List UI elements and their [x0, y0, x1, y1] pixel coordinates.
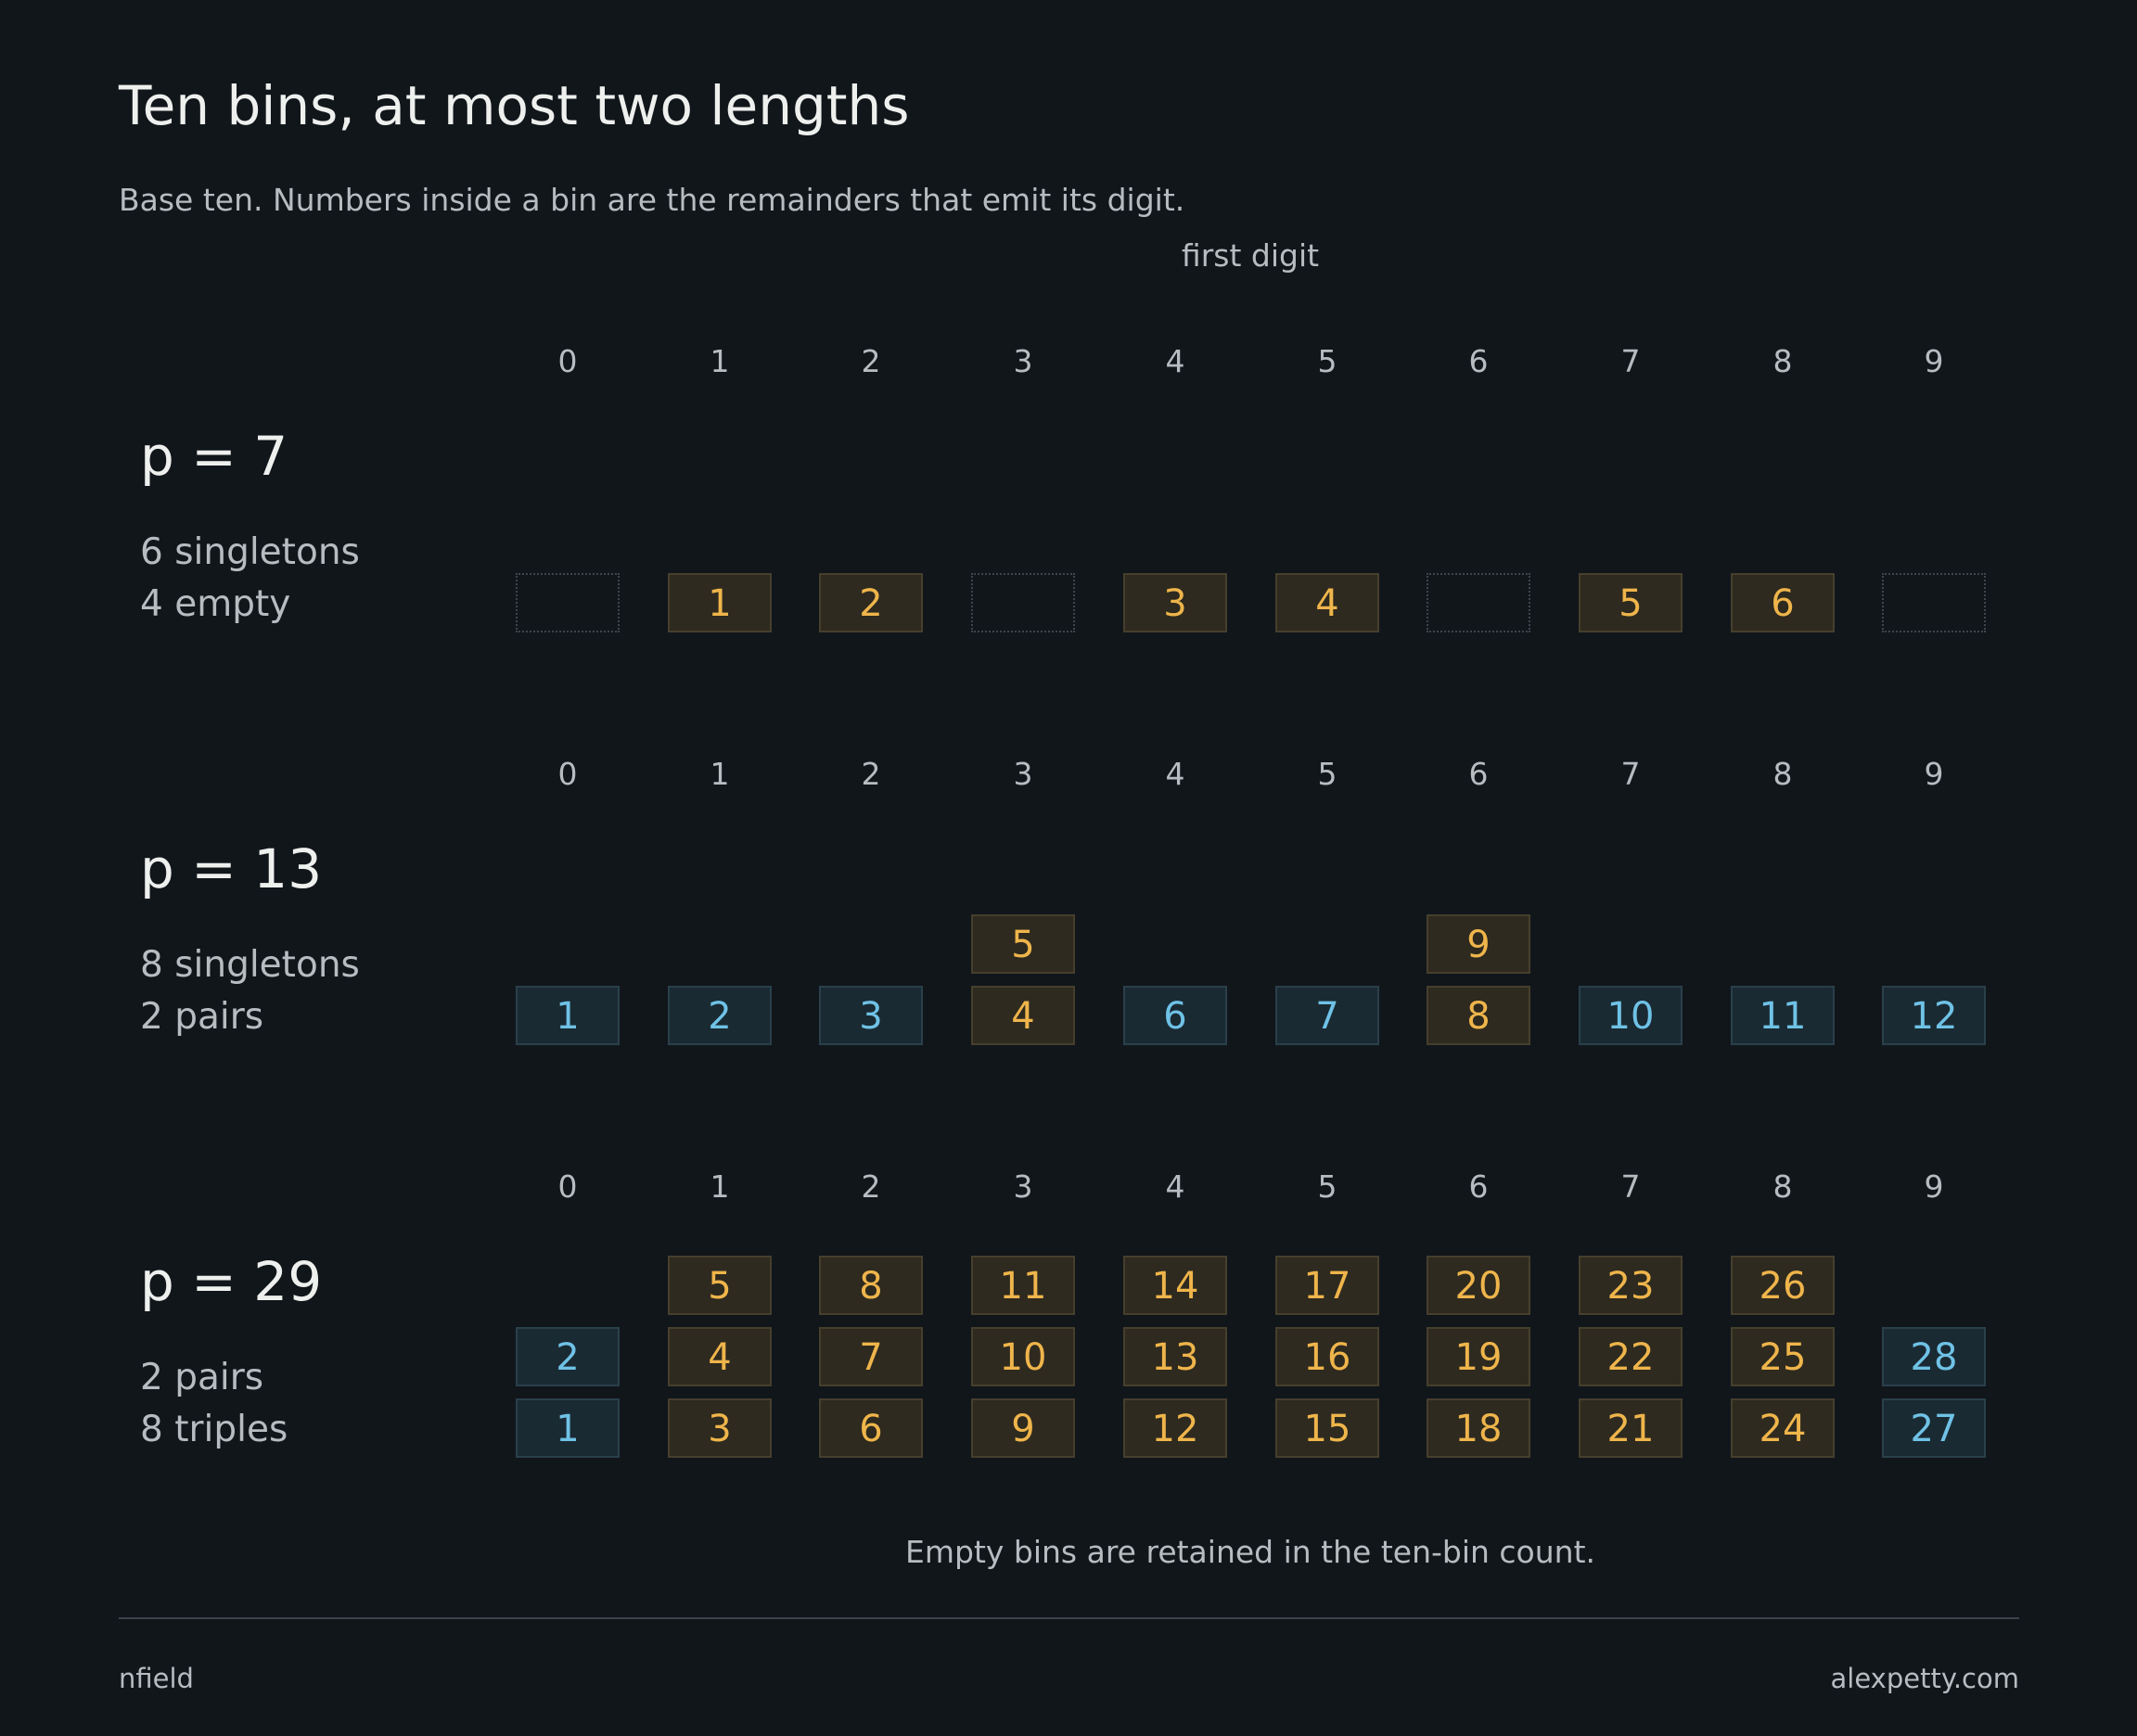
footnote: Empty bins are retained in the ten-bin c…	[905, 1534, 1595, 1570]
p-label: p = 29	[140, 1250, 323, 1313]
digit-label: 4	[1165, 1168, 1185, 1205]
bin-remainder: 12	[1882, 986, 1986, 1045]
digit-label: 1	[710, 756, 730, 792]
stat-line: 8 singletons	[140, 944, 360, 986]
bin-remainder: 2	[819, 573, 923, 632]
bin-remainder: 6	[1123, 986, 1227, 1045]
bin-remainder: 16	[1275, 1327, 1379, 1386]
bin-remainder: 3	[1123, 573, 1227, 632]
bin-remainder: 20	[1427, 1256, 1530, 1315]
digit-label: 5	[1317, 343, 1337, 379]
bin-remainder: 21	[1579, 1398, 1683, 1458]
bin-remainder: 28	[1882, 1327, 1986, 1386]
bin-remainder: 5	[668, 1256, 772, 1315]
digit-label: 3	[1013, 1168, 1033, 1205]
digit-label: 1	[710, 343, 730, 379]
stat-line: 4 empty	[140, 583, 291, 625]
digit-label: 3	[1013, 343, 1033, 379]
footer-left-label: nfield	[119, 1663, 194, 1694]
bin-remainder: 13	[1123, 1327, 1227, 1386]
bin-remainder: 22	[1579, 1327, 1683, 1386]
bin-remainder: 14	[1123, 1256, 1227, 1315]
bin-remainder: 27	[1882, 1398, 1986, 1458]
digit-label: 4	[1165, 756, 1185, 792]
bin-remainder: 4	[1275, 573, 1379, 632]
subtitle: Base ten. Numbers inside a bin are the r…	[119, 182, 1185, 218]
bin-remainder: 17	[1275, 1256, 1379, 1315]
digit-label: 9	[1924, 1168, 1944, 1205]
digit-label: 9	[1924, 343, 1944, 379]
digit-label: 2	[861, 343, 881, 379]
digit-label: 1	[710, 1168, 730, 1205]
bin-remainder: 11	[971, 1256, 1075, 1315]
bin-remainder: 18	[1427, 1398, 1530, 1458]
bin-remainder: 19	[1427, 1327, 1530, 1386]
footer-site-label: alexpetty.com	[1830, 1663, 2020, 1694]
bin-remainder: 26	[1731, 1256, 1835, 1315]
footer-divider	[119, 1617, 2019, 1619]
bin-remainder: 5	[1579, 573, 1683, 632]
digit-label: 5	[1317, 756, 1337, 792]
bin-remainder: 9	[971, 1398, 1075, 1458]
digit-label: 6	[1468, 756, 1489, 792]
bin-remainder: 9	[1427, 914, 1530, 974]
stat-line: 2 pairs	[140, 1357, 264, 1398]
p-label: p = 7	[140, 425, 288, 488]
digit-label: 6	[1468, 343, 1489, 379]
bin-remainder: 10	[1579, 986, 1683, 1045]
digit-label: 2	[861, 756, 881, 792]
digit-label: 7	[1620, 343, 1641, 379]
bin-remainder: 5	[971, 914, 1075, 974]
digit-label: 8	[1772, 756, 1793, 792]
digit-label: 9	[1924, 756, 1944, 792]
digit-label: 0	[557, 756, 578, 792]
digit-label: 6	[1468, 1168, 1489, 1205]
digit-label: 0	[557, 1168, 578, 1205]
bin-remainder: 1	[516, 986, 620, 1045]
digit-label: 3	[1013, 756, 1033, 792]
bin-remainder: 3	[668, 1398, 772, 1458]
bin-remainder: 2	[516, 1327, 620, 1386]
stat-line: 6 singletons	[140, 531, 360, 573]
digit-label: 8	[1772, 1168, 1793, 1205]
bin-remainder: 6	[1731, 573, 1835, 632]
bin-remainder: 8	[1427, 986, 1530, 1045]
bin-remainder: 7	[819, 1327, 923, 1386]
empty-bin	[1427, 573, 1530, 632]
bin-remainder: 24	[1731, 1398, 1835, 1458]
bin-remainder: 1	[516, 1398, 620, 1458]
bin-remainder: 3	[819, 986, 923, 1045]
bin-remainder: 2	[668, 986, 772, 1045]
bin-remainder: 6	[819, 1398, 923, 1458]
bin-remainder: 7	[1275, 986, 1379, 1045]
empty-bin	[971, 573, 1075, 632]
empty-bin	[1882, 573, 1986, 632]
bin-remainder: 4	[668, 1327, 772, 1386]
digit-label: 5	[1317, 1168, 1337, 1205]
empty-bin	[516, 573, 620, 632]
stat-line: 2 pairs	[140, 996, 264, 1038]
digit-label: 8	[1772, 343, 1793, 379]
bin-remainder: 4	[971, 986, 1075, 1045]
stat-line: 8 triples	[140, 1409, 288, 1450]
axis-title: first digit	[1181, 237, 1320, 274]
digit-label: 7	[1620, 1168, 1641, 1205]
digit-label: 0	[557, 343, 578, 379]
bin-remainder: 8	[819, 1256, 923, 1315]
bin-remainder: 15	[1275, 1398, 1379, 1458]
bin-remainder: 25	[1731, 1327, 1835, 1386]
digit-label: 7	[1620, 756, 1641, 792]
bin-remainder: 23	[1579, 1256, 1683, 1315]
bin-remainder: 1	[668, 573, 772, 632]
digit-label: 2	[861, 1168, 881, 1205]
digit-label: 4	[1165, 343, 1185, 379]
bin-remainder: 11	[1731, 986, 1835, 1045]
bin-remainder: 10	[971, 1327, 1075, 1386]
p-label: p = 13	[140, 837, 323, 900]
bin-remainder: 12	[1123, 1398, 1227, 1458]
page-title: Ten bins, at most two lengths	[119, 74, 910, 137]
